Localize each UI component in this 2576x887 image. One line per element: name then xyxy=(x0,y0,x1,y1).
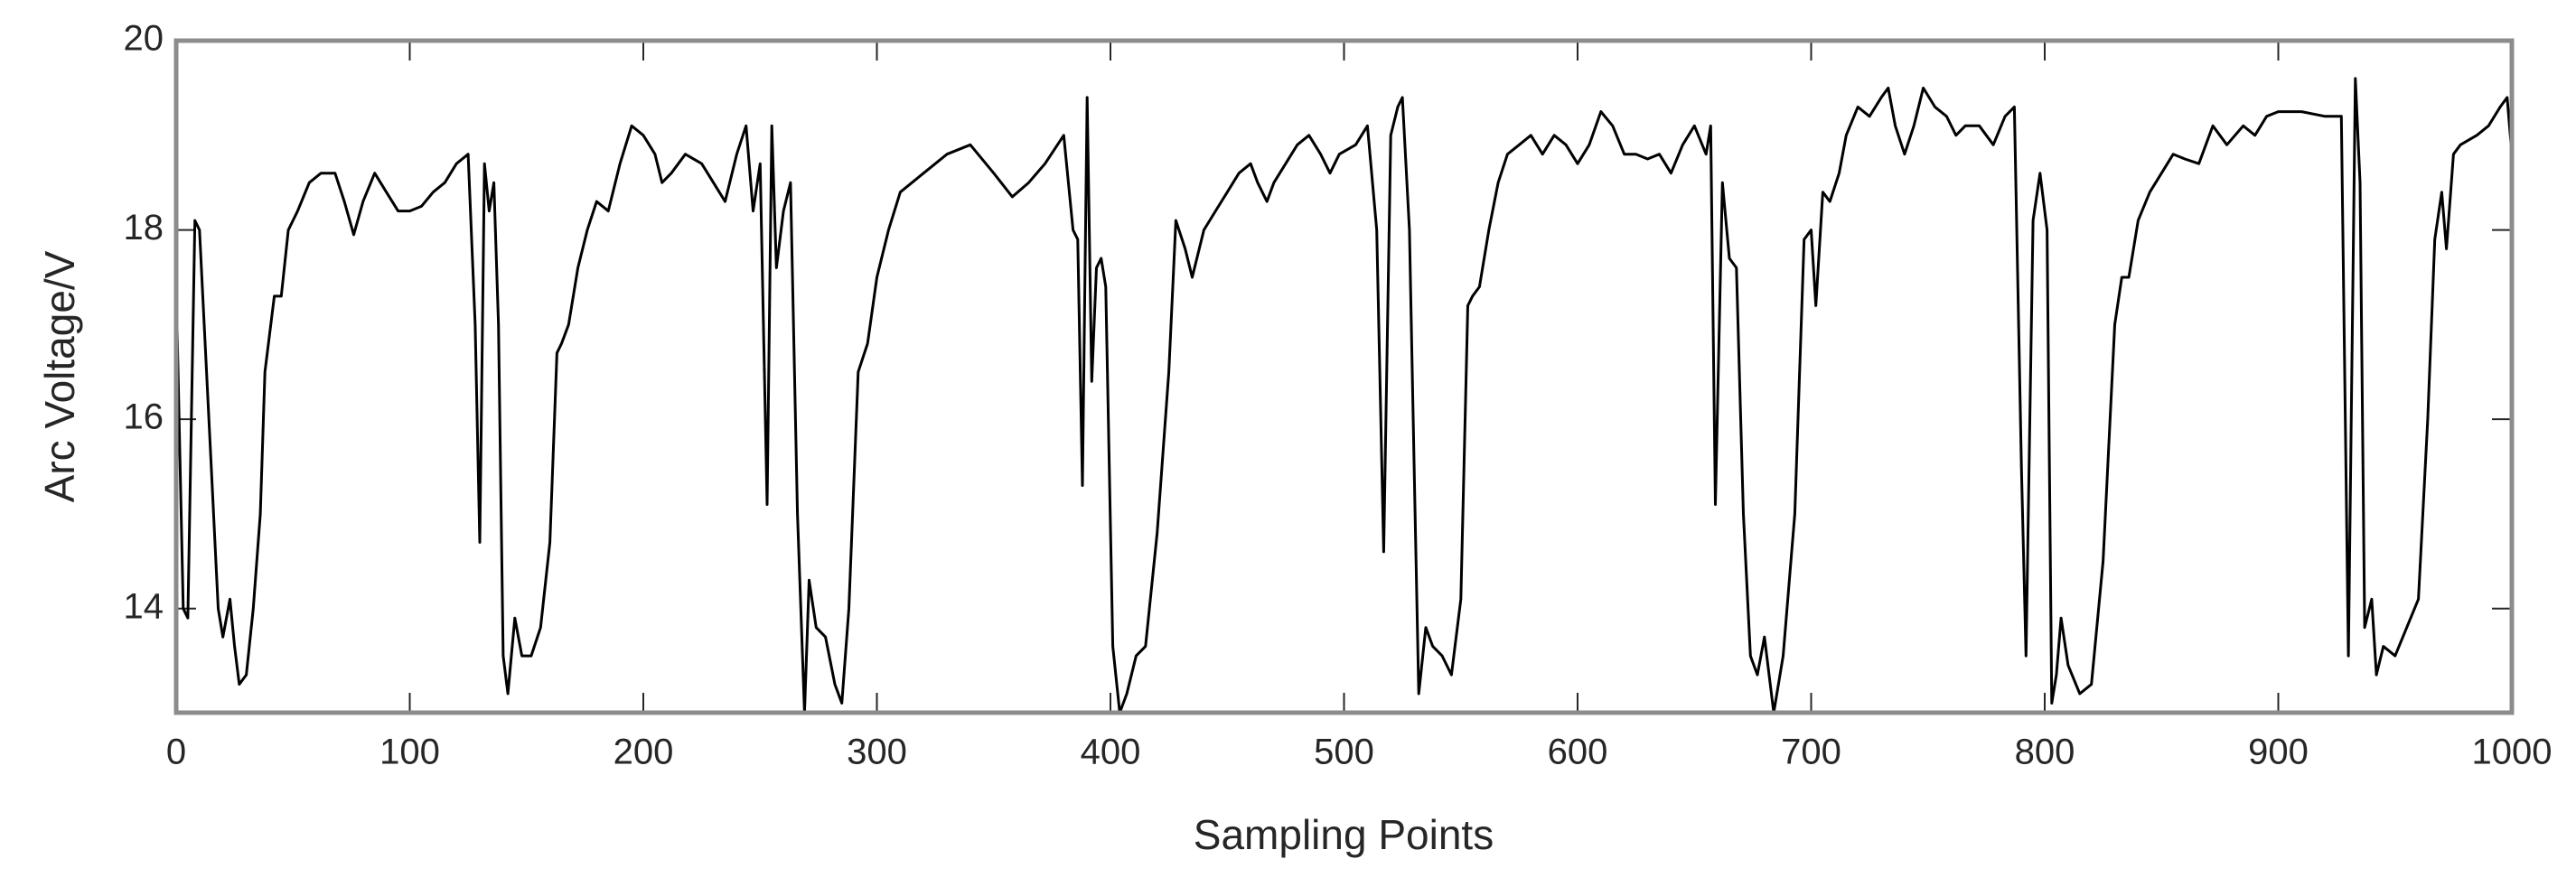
y-tick-label: 16 xyxy=(124,397,164,437)
x-tick-label: 600 xyxy=(1548,733,1608,772)
y-tick-label: 18 xyxy=(124,208,164,247)
data-line xyxy=(174,77,2514,714)
x-axis-label: Sampling Points xyxy=(1194,811,1494,858)
x-tick-label: 200 xyxy=(614,733,674,772)
x-tick-label: 300 xyxy=(847,733,907,772)
y-tick-label: 20 xyxy=(124,19,164,59)
x-tick-label: 900 xyxy=(2248,733,2309,772)
y-axis-label: Arc Voltage/V xyxy=(36,250,83,502)
x-tick-label: 100 xyxy=(379,733,440,772)
x-tick-label: 400 xyxy=(1081,733,1141,772)
x-tick-label: 800 xyxy=(2015,733,2075,772)
axes-frame xyxy=(173,38,2515,715)
x-tick-label: 500 xyxy=(1314,733,1374,772)
x-tick-label: 1000 xyxy=(2472,733,2553,772)
x-tick-label: 0 xyxy=(166,733,186,772)
y-tick-label: 14 xyxy=(124,586,164,626)
x-tick-label: 700 xyxy=(1781,733,1841,772)
plot-area xyxy=(176,41,2512,713)
